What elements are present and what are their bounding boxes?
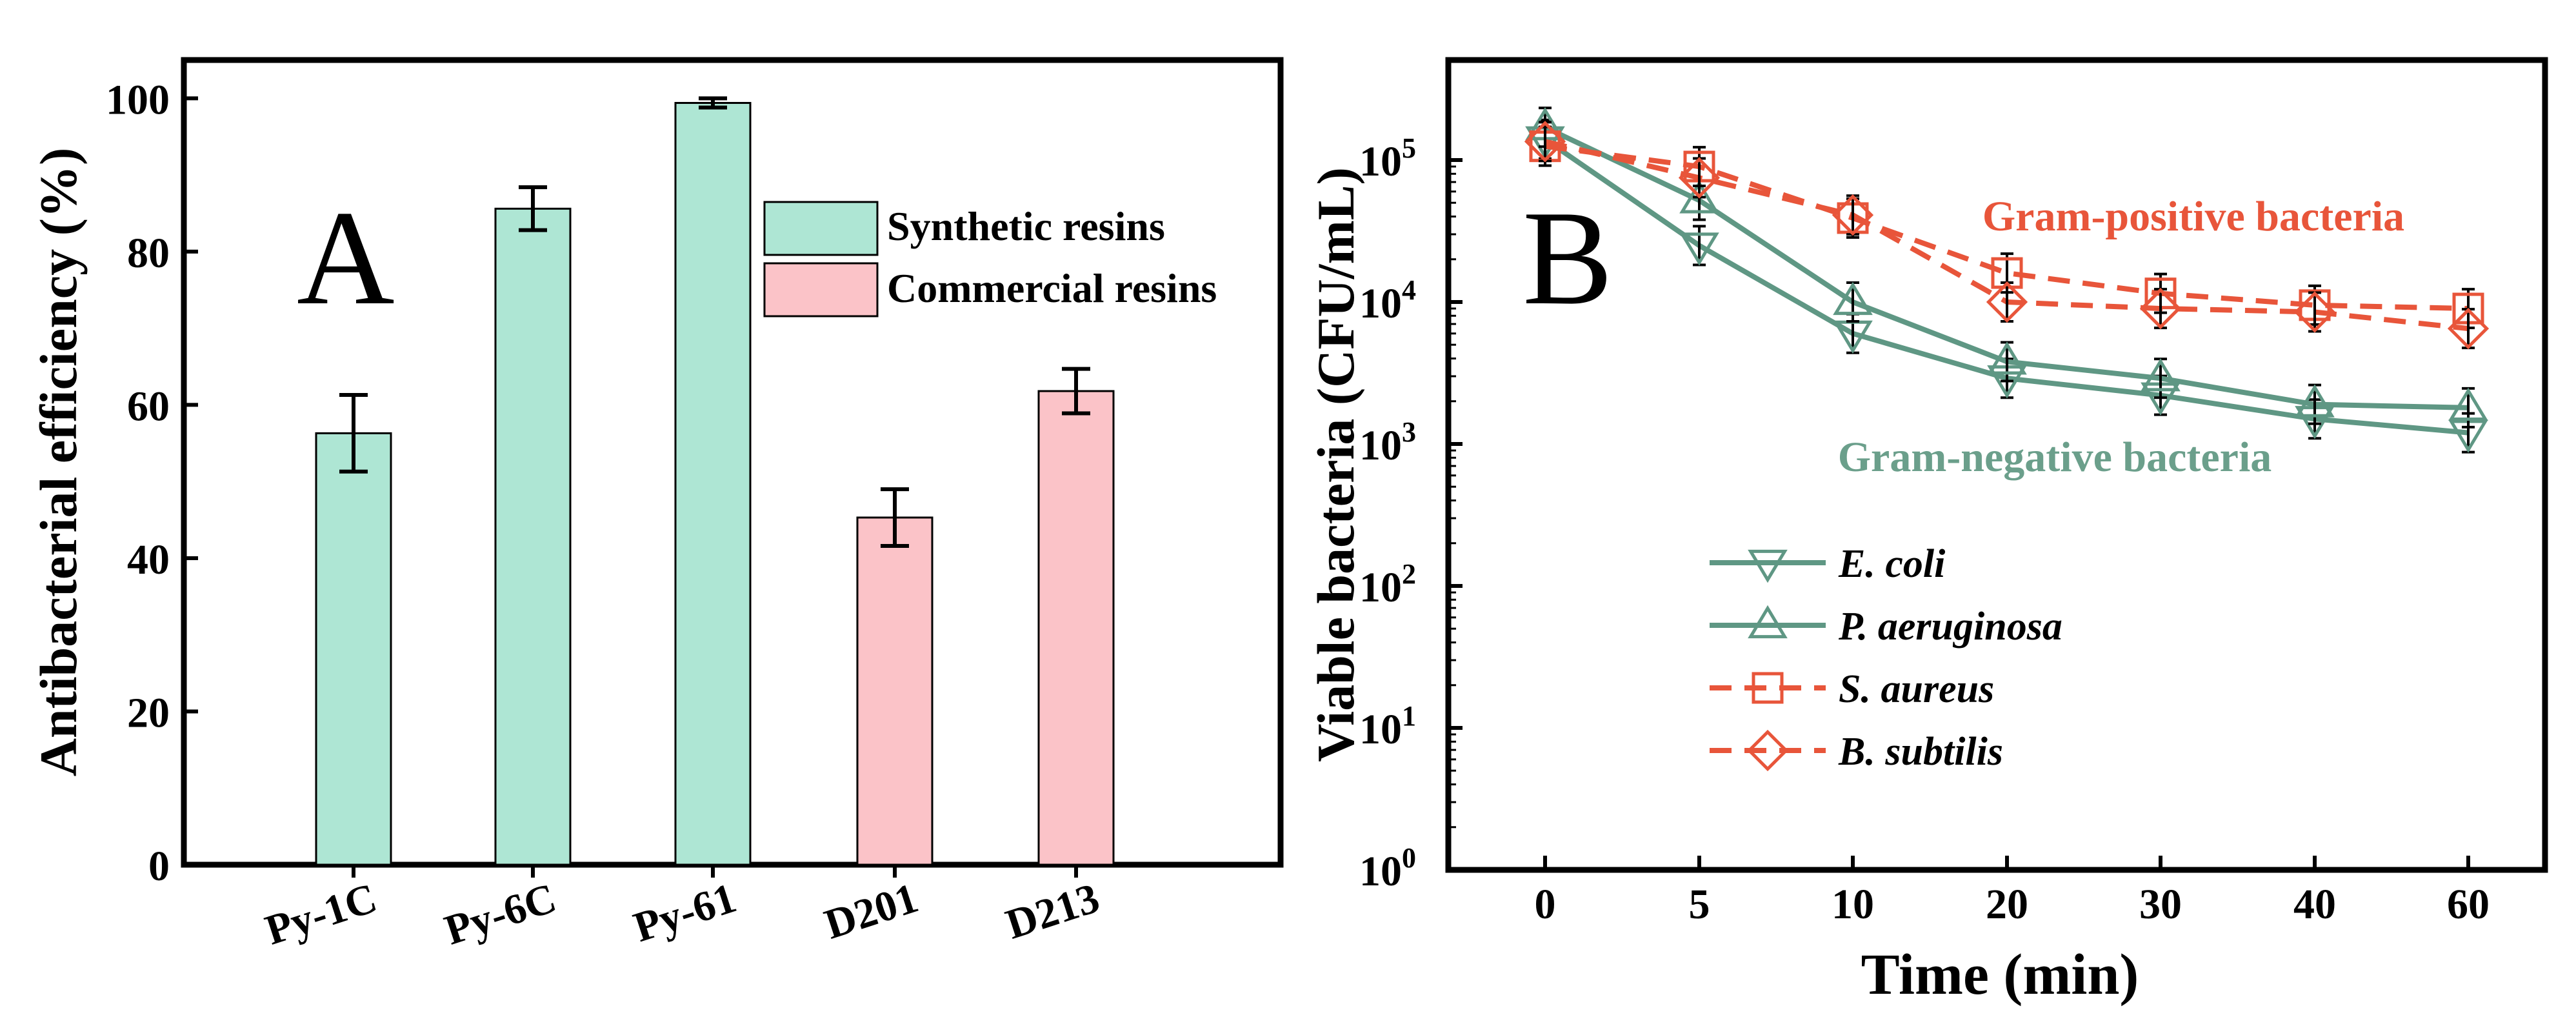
data-point (2139, 287, 2182, 330)
bar-d213 (1037, 390, 1115, 866)
x-tick-label: Py-6C (439, 874, 562, 954)
x-tick-label: 20 (1986, 881, 2028, 928)
data-point (2141, 358, 2181, 392)
panel-b-legend: E. coli P. aeruginosa S. aureus B. subtilis (1710, 542, 2062, 774)
legend-swatch-commercial (763, 262, 879, 317)
legend-label: E. coli (1838, 542, 1945, 586)
bar-py-6c (494, 207, 572, 866)
legend-label-commercial: Commercial resins (887, 265, 1217, 311)
x-tick-label: 10 (1832, 881, 1874, 928)
y-tick-label: 0 (148, 843, 170, 890)
y-tick-label: 104 (1359, 274, 1416, 327)
annotation-gram-negative: Gram-negative bacteria (1838, 434, 2272, 481)
data-point (1678, 157, 1721, 199)
data-point (1679, 180, 1719, 214)
panel-a-x-tick-labels: Py-1C Py-6C Py-61 D201 D213 (260, 865, 1105, 954)
series-b-subtilis (1524, 121, 2490, 350)
series-p-aeruginosa (1525, 106, 2488, 428)
y-tick-label: 101 (1359, 700, 1416, 753)
y-tick-label: 105 (1359, 132, 1416, 185)
data-point (2448, 387, 2488, 421)
panel-b-y-ticks: 100 101 102 103 104 105 (1359, 132, 1463, 895)
panel-b-y-axis-label: Viable bacteria (CFU/mL) (1306, 167, 1365, 762)
data-point (1832, 194, 1874, 236)
legend-marker (1746, 729, 1789, 772)
panel-b-x-ticks: 0 5 10 20 30 40 60 (1535, 856, 2490, 928)
x-tick-label: 30 (2139, 881, 2182, 928)
panel-a-label: A (297, 183, 395, 333)
legend-marker (1752, 672, 1784, 704)
panel-a-bar-chart: 0 20 40 60 80 100 Py-1C Py-6C Py-61 D201 D213 A A… (29, 57, 1284, 954)
x-tick-label: Py-61 (628, 874, 742, 951)
x-tick-label: D213 (1001, 874, 1105, 949)
y-tick-label: 100 (1359, 842, 1416, 895)
panel-b-line-chart: 100 101 102 103 104 105 0 5 10 20 30 40 60 B Viable… (1306, 57, 2548, 1007)
legend-marker (1748, 549, 1788, 583)
panel-b-series (1524, 106, 2490, 454)
panel-a-y-axis-label: Antibacterial efficiency (%) (29, 148, 88, 777)
panel-a-y-ticks: 0 20 40 60 80 100 (106, 76, 198, 890)
data-point (2293, 291, 2336, 333)
legend-marker (1748, 605, 1788, 639)
data-point (1833, 281, 1873, 316)
x-tick-label: 60 (2447, 881, 2490, 928)
y-tick-label: 40 (127, 536, 170, 583)
legend-label: P. aeruginosa (1838, 605, 2062, 649)
legend-swatch-synthetic (763, 201, 879, 256)
legend-label: B. subtilis (1838, 730, 2003, 774)
y-tick-label: 60 (127, 383, 170, 430)
bar-py-61 (674, 102, 752, 866)
legend-label: S. aureus (1839, 667, 1994, 711)
data-point (2295, 384, 2335, 418)
data-point (1986, 281, 2028, 323)
panel-b-plot-frame (1445, 57, 2548, 873)
y-tick-label: 102 (1359, 558, 1416, 611)
data-point (2447, 308, 2490, 350)
y-tick-label: 100 (106, 76, 170, 123)
x-tick-label: D201 (819, 874, 924, 949)
bar-py-1c (315, 432, 392, 866)
legend-label-synthetic: Synthetic resins (887, 203, 1165, 249)
annotation-gram-positive: Gram-positive bacteria (1982, 193, 2404, 240)
y-tick-label: 80 (127, 230, 170, 277)
panel-a-legend: Synthetic resins Commercial resins (763, 201, 1217, 317)
y-tick-label: 103 (1359, 416, 1416, 469)
data-point (1524, 121, 1566, 163)
panel-b-x-axis-label: Time (min) (1861, 943, 2139, 1007)
x-tick-label: Py-1C (260, 874, 383, 954)
data-point (1679, 232, 1719, 266)
x-tick-label: 40 (2293, 881, 2336, 928)
x-tick-label: 5 (1689, 881, 1710, 928)
panel-b-label: B (1523, 183, 1613, 333)
x-tick-label: 0 (1535, 881, 1556, 928)
y-tick-label: 20 (127, 689, 170, 736)
bar-d201 (856, 516, 934, 866)
data-point (1987, 341, 2027, 375)
panel-a-bars (315, 96, 1115, 866)
